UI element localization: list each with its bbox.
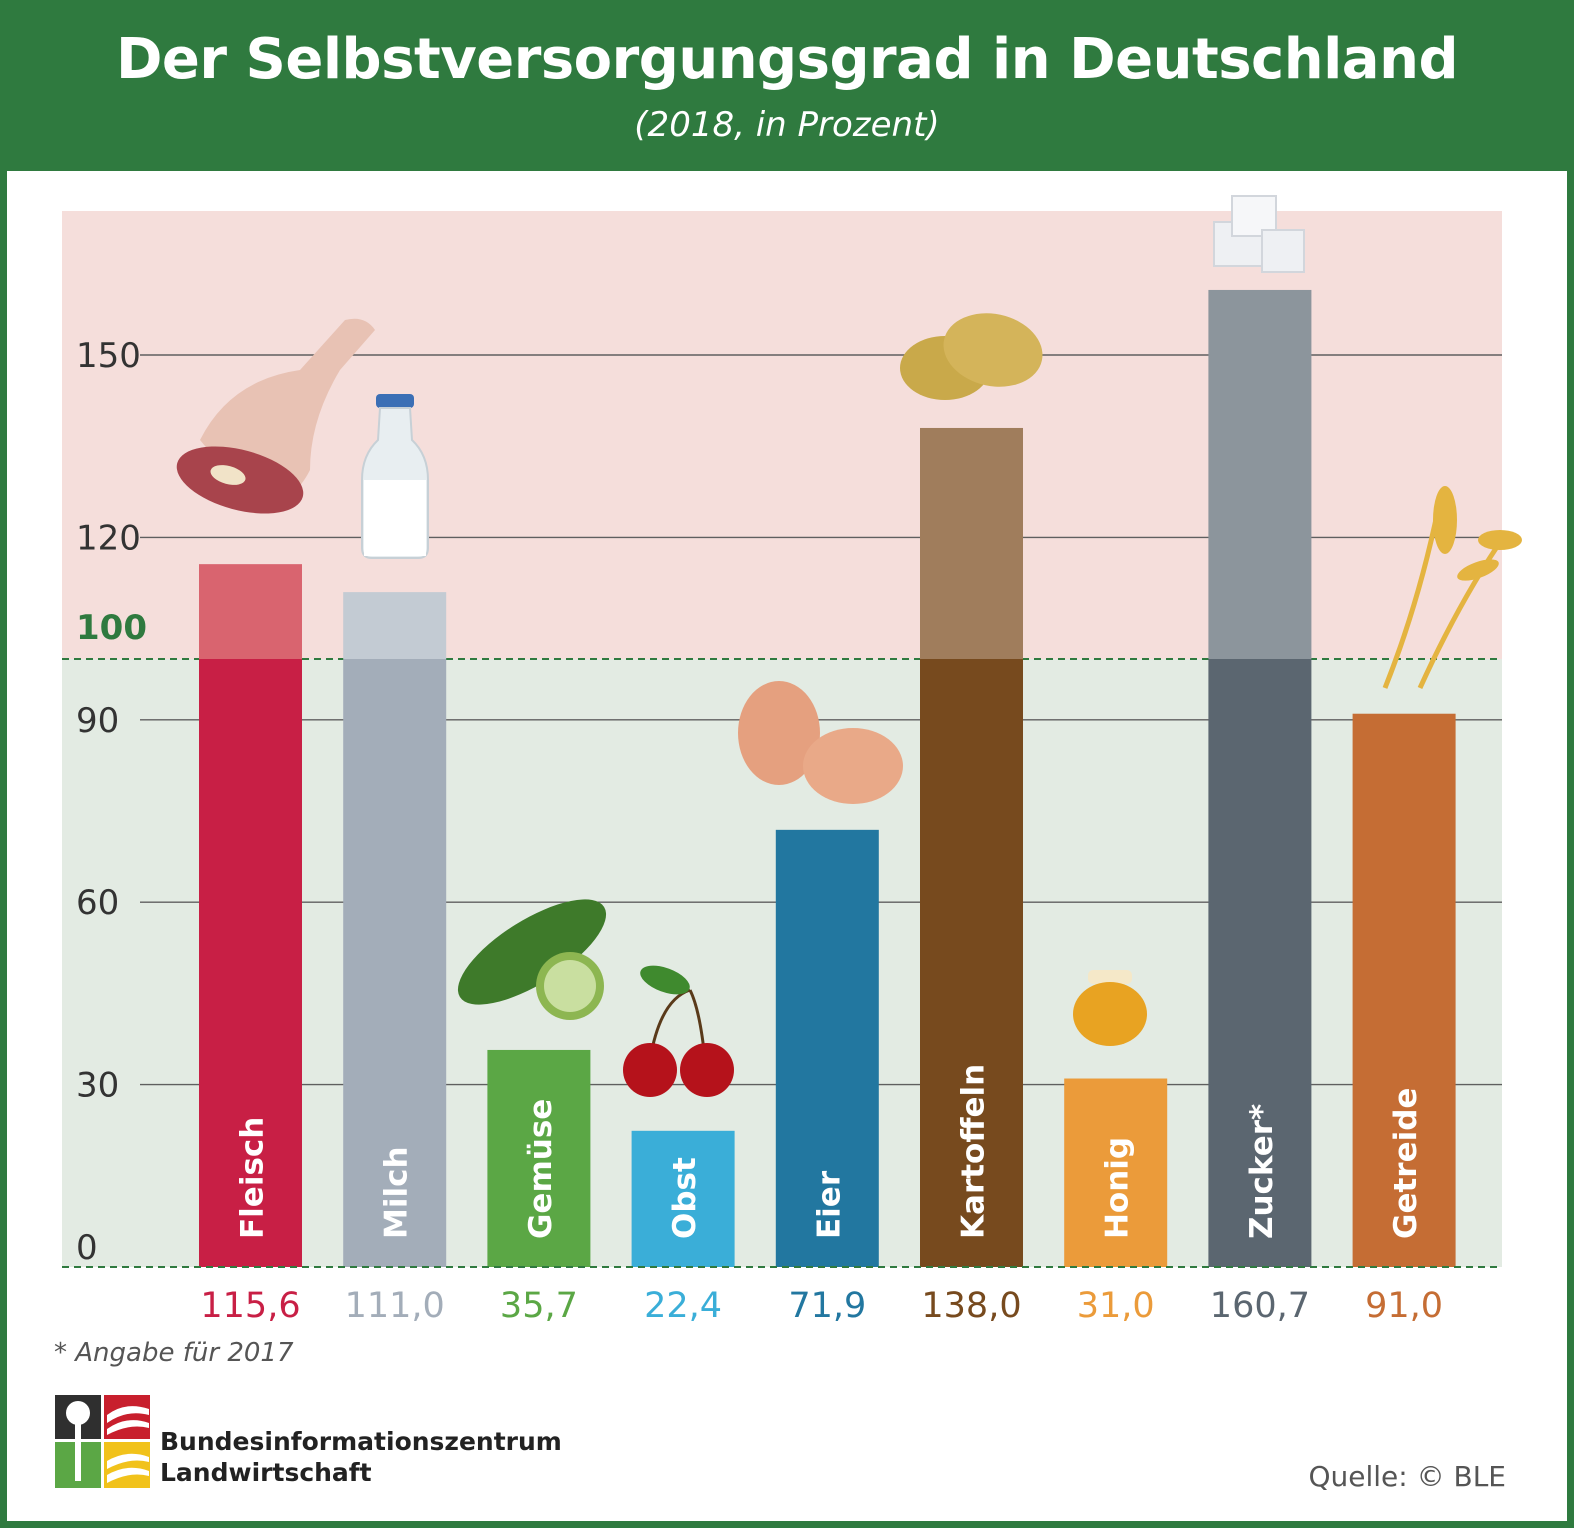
bar-group: Zucker* 160,7 (1208, 289, 1312, 1326)
bar-group: Obst 22,4 (631, 1130, 735, 1326)
category-label: Honig (1100, 1137, 1136, 1239)
sugar-cubes-icon (1213, 195, 1305, 273)
value-label: 111,0 (345, 1286, 445, 1326)
bar (920, 659, 1023, 1267)
bar (487, 1049, 591, 1267)
honey-jar-icon (1073, 970, 1147, 1046)
value-label: 115,6 (200, 1286, 300, 1326)
publisher-name-line1: Bundesinformationszentrum (160, 1427, 562, 1456)
category-label: Zucker* (1244, 1104, 1280, 1239)
bar (631, 1130, 735, 1267)
bar-surplus-part (343, 592, 447, 659)
ble-logo-icon (55, 1395, 150, 1488)
value-label: 35,7 (500, 1286, 578, 1326)
value-label: 22,4 (644, 1286, 722, 1326)
eggs-icon (738, 681, 903, 804)
bar (343, 659, 447, 1267)
threshold-label: 100 (76, 608, 147, 648)
y-tick-label: 90 (76, 701, 119, 741)
category-label: Kartoffeln (956, 1064, 992, 1239)
cherries-icon (623, 965, 734, 1097)
bar-group: Honig 31,0 (1064, 1078, 1168, 1326)
chart-subtitle: (2018, in Prozent) (634, 105, 940, 145)
y-tick-label: 150 (76, 336, 141, 376)
wheat-icon (1382, 486, 1522, 690)
y-tick-label: 0 (76, 1228, 98, 1268)
value-label: 138,0 (921, 1286, 1021, 1326)
bar-group: Kartoffeln 138,0 (920, 427, 1023, 1326)
bar-group: Getreide 91,0 (1352, 713, 1456, 1326)
bar-surplus-part (920, 427, 1023, 659)
footnote: * Angabe für 2017 (54, 1338, 294, 1368)
header-banner: Der Selbstversorgungsgrad in Deutschland… (7, 7, 1567, 171)
bar-group: Eier 71,9 (775, 829, 879, 1326)
bar-group: Milch 111,0 (343, 592, 447, 1326)
category-label: Fleisch (235, 1117, 271, 1239)
category-label: Getreide (1388, 1088, 1424, 1239)
y-tick-label: 30 (76, 1066, 119, 1106)
value-label: 91,0 (1365, 1286, 1443, 1326)
value-label: 71,9 (788, 1286, 866, 1326)
milk-bottle-icon (361, 394, 429, 559)
bar (1352, 713, 1456, 1267)
chart-title: Der Selbstversorgungsgrad in Deutschland (115, 27, 1459, 92)
category-label: Obst (667, 1157, 703, 1239)
bar-surplus-part (1208, 289, 1312, 659)
value-label: 31,0 (1077, 1286, 1155, 1326)
category-label: Milch (379, 1146, 415, 1239)
bar (775, 829, 879, 1267)
value-label: 160,7 (1210, 1286, 1310, 1326)
bar (199, 659, 302, 1267)
potatoes-icon (900, 313, 1043, 400)
y-tick-label: 60 (76, 883, 119, 923)
bar-surplus-part (199, 564, 302, 659)
source-credit: Quelle: © BLE (1308, 1460, 1506, 1493)
publisher-name-line2: Landwirtschaft (160, 1458, 372, 1487)
bar (1064, 1078, 1168, 1267)
bar-group: Fleisch 115,6 (199, 564, 302, 1326)
y-tick-label: 120 (76, 518, 141, 558)
category-label: Gemüse (523, 1099, 559, 1239)
bar-group: Gemüse 35,7 (487, 1049, 591, 1326)
cucumber-icon (457, 899, 607, 1020)
category-label: Eier (811, 1170, 847, 1239)
bar (1208, 659, 1312, 1267)
meat-icon (176, 318, 375, 514)
